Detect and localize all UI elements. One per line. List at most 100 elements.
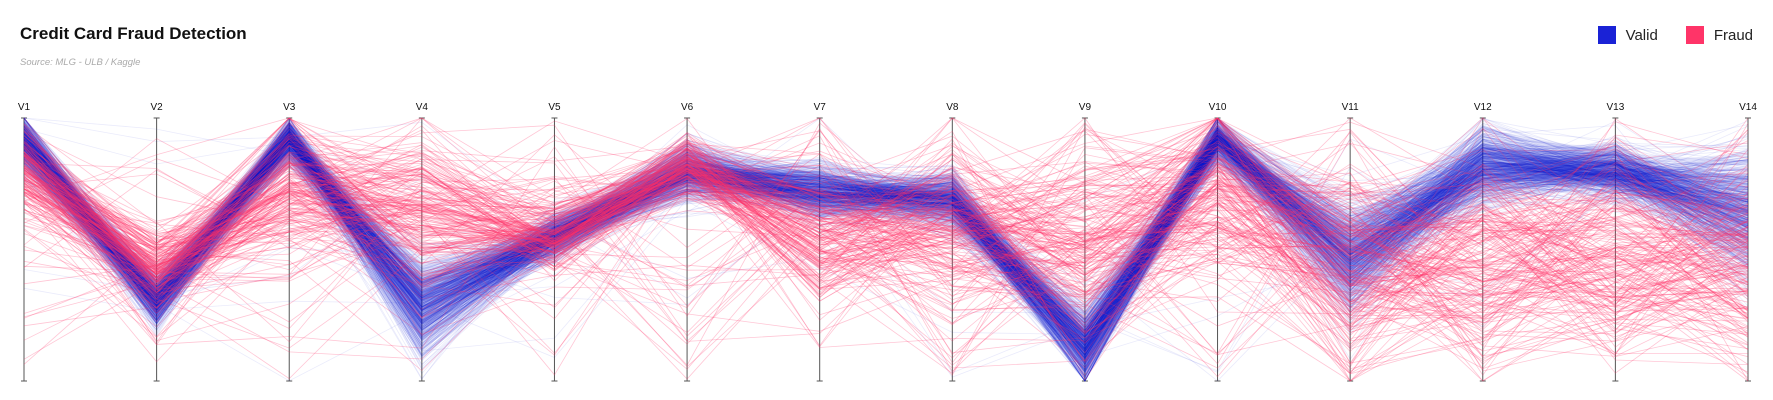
valid-line: [23, 118, 1749, 328]
valid-line: [23, 129, 1749, 323]
valid-line: [23, 138, 1749, 359]
valid-line: [23, 122, 1749, 363]
valid-line: [23, 117, 1749, 338]
valid-line: [23, 138, 1749, 324]
valid-line: [23, 121, 1749, 359]
fraud-line: [23, 136, 1749, 288]
valid-line: [23, 143, 1749, 354]
valid-line: [23, 123, 1749, 350]
valid-line: [23, 120, 1749, 337]
valid-line: [23, 128, 1749, 352]
valid-line: [23, 134, 1749, 368]
fraud-line: [23, 117, 1749, 314]
valid-line: [23, 127, 1749, 338]
legend-item-valid[interactable]: Valid: [1597, 26, 1658, 44]
valid-line: [23, 139, 1749, 351]
valid-line: [23, 134, 1749, 353]
valid-line: [23, 121, 1749, 360]
valid-line: [23, 127, 1749, 335]
valid-line: [23, 135, 1749, 357]
valid-line: [23, 132, 1749, 367]
valid-line: [23, 122, 1749, 347]
valid-line: [23, 132, 1749, 340]
valid-line: [23, 137, 1749, 382]
valid-line: [23, 144, 1749, 332]
valid-line: [23, 122, 1749, 382]
fraud-line: [23, 151, 1749, 358]
fraud-line: [23, 145, 1749, 380]
valid-line: [23, 133, 1749, 357]
valid-line: [23, 137, 1749, 346]
valid-line: [23, 123, 1749, 382]
fraud-line: [23, 145, 1749, 374]
valid-line: [23, 128, 1749, 380]
valid-line: [23, 132, 1749, 323]
valid-line: [23, 122, 1749, 344]
fraud-line: [23, 148, 1749, 353]
valid-line: [23, 137, 1749, 359]
valid-line: [23, 129, 1749, 336]
valid-line: [23, 136, 1749, 351]
valid-line: [23, 128, 1749, 355]
valid-line: [23, 131, 1749, 359]
valid-line: [23, 117, 1749, 349]
fraud-line: [23, 164, 1749, 340]
valid-line: [23, 136, 1749, 346]
valid-line: [23, 129, 1749, 329]
valid-line: [23, 128, 1749, 361]
valid-line: [23, 119, 1749, 332]
valid-line: [23, 125, 1749, 364]
valid-line: [23, 142, 1749, 322]
fraud-line: [23, 124, 1749, 305]
valid-line: [23, 135, 1749, 337]
valid-line: [23, 122, 1749, 347]
fraud-line: [23, 165, 1749, 292]
fraud-line: [23, 151, 1749, 382]
valid-line: [23, 123, 1749, 320]
fraud-line: [23, 118, 1749, 376]
valid-line: [23, 117, 1749, 341]
valid-line: [23, 124, 1749, 326]
fraud-line: [23, 162, 1749, 366]
valid-line: [23, 131, 1749, 338]
valid-line: [23, 131, 1749, 382]
fraud-line: [23, 117, 1749, 356]
valid-line: [23, 123, 1749, 337]
valid-line: [23, 119, 1749, 345]
valid-line: [23, 121, 1749, 354]
fraud-line: [23, 157, 1749, 274]
valid-line: [23, 128, 1749, 365]
valid-line: [23, 125, 1749, 335]
valid-line: [23, 128, 1749, 356]
valid-line: [23, 134, 1749, 316]
valid-line: [23, 131, 1749, 346]
valid-line: [23, 125, 1749, 357]
fraud-line: [23, 117, 1749, 267]
valid-line: [23, 141, 1749, 320]
valid-line: [23, 132, 1749, 348]
valid-line: [23, 120, 1749, 329]
valid-line: [23, 133, 1749, 342]
valid-line: [23, 131, 1749, 357]
fraud-line: [23, 117, 1749, 286]
valid-line: [23, 135, 1749, 334]
legend-item-fraud[interactable]: Fraud: [1685, 26, 1753, 44]
valid-line: [23, 124, 1749, 351]
valid-line: [23, 117, 1749, 373]
valid-line: [23, 142, 1749, 332]
valid-line: [23, 129, 1749, 363]
valid-line: [23, 139, 1749, 337]
valid-line: [23, 154, 1749, 382]
fraud-line: [23, 123, 1749, 356]
valid-line: [23, 134, 1749, 321]
valid-line: [23, 133, 1749, 373]
fraud-line: [23, 117, 1749, 307]
valid-line: [23, 132, 1749, 342]
fraud-line: [23, 143, 1749, 365]
valid-line: [23, 138, 1749, 342]
valid-line: [23, 130, 1749, 359]
fraud-line: [23, 158, 1749, 334]
valid-line: [23, 131, 1749, 366]
fraud-line: [23, 133, 1749, 282]
valid-line: [23, 122, 1749, 329]
